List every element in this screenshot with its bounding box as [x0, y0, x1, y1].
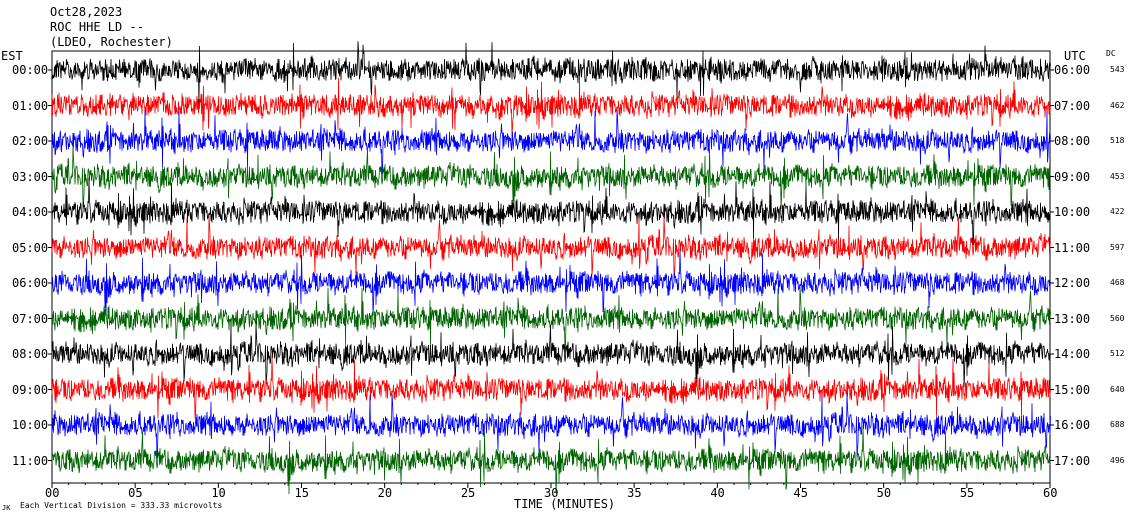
dc-axis-label: DC — [1106, 49, 1116, 58]
dc-value: 512 — [1110, 349, 1125, 358]
dc-value: 560 — [1110, 313, 1125, 323]
est-hour-label: 09:00 — [12, 382, 49, 397]
trace-row-0400 — [51, 177, 1051, 246]
trace-row-0700 — [51, 286, 1051, 352]
est-hour-label: 01:00 — [12, 98, 49, 113]
trace-row-0600 — [51, 248, 1051, 317]
est-hour-label: 08:00 — [12, 347, 49, 361]
utc-hour-label: 16:00 — [1054, 418, 1091, 432]
trace-row-0300 — [51, 144, 1051, 211]
dc-value: 462 — [1110, 100, 1125, 110]
utc-hour-label: 09:00 — [1054, 169, 1091, 184]
date-label: Oct28,2023 — [50, 5, 123, 19]
x-tick-label: 25 — [460, 486, 476, 500]
dc-value: 597 — [1110, 242, 1125, 252]
trace-row-1000 — [51, 392, 1051, 459]
est-hour-label: 11:00 — [12, 453, 49, 468]
x-tick-label: 55 — [959, 486, 975, 500]
dc-value: 518 — [1110, 136, 1125, 145]
est-hour-label: 04:00 — [12, 205, 49, 219]
dc-value: 496 — [1110, 455, 1125, 465]
dc-value: 453 — [1110, 171, 1125, 181]
x-tick-label: 50 — [876, 486, 892, 500]
utc-hour-label: 06:00 — [1054, 63, 1091, 77]
x-tick-label: 00 — [45, 486, 60, 500]
trace-row-0000 — [51, 41, 1051, 105]
est-hour-label: 07:00 — [12, 311, 49, 326]
utc-hour-label: 13:00 — [1054, 311, 1091, 326]
trace-row-0100 — [51, 76, 1051, 137]
x-tick-label: 10 — [211, 486, 226, 500]
est-hour-label: 03:00 — [12, 169, 49, 184]
utc-axis-label: UTC — [1064, 49, 1086, 63]
utc-hour-label: 11:00 — [1054, 240, 1091, 255]
x-tick-label: 30 — [544, 486, 559, 500]
dc-value: 640 — [1110, 384, 1125, 394]
x-tick-label: 35 — [627, 486, 642, 500]
utc-hour-label: 17:00 — [1054, 453, 1091, 468]
x-tick-label: 15 — [294, 486, 309, 500]
network-label: (LDEO, Rochester) — [50, 35, 173, 49]
logo-mark: JK — [2, 504, 11, 512]
utc-hour-label: 15:00 — [1054, 382, 1091, 397]
utc-hour-label: 10:00 — [1054, 205, 1091, 219]
est-hour-label: 05:00 — [12, 240, 49, 255]
trace-row-1100 — [51, 425, 1051, 495]
x-tick-label: 60 — [1043, 486, 1058, 500]
dc-value: 543 — [1110, 65, 1125, 74]
trace-row-0200 — [51, 109, 1051, 175]
x-tick-label: 45 — [793, 486, 808, 500]
x-tick-label: 05 — [128, 486, 143, 500]
trace-row-0900 — [51, 354, 1051, 419]
est-hour-label: 02:00 — [12, 134, 49, 148]
x-tick-label: 40 — [710, 486, 725, 500]
dc-value: 468 — [1110, 278, 1125, 287]
trace-row-0800 — [51, 321, 1051, 388]
est-hour-label: 00:00 — [12, 63, 49, 77]
est-hour-label: 10:00 — [12, 418, 49, 432]
utc-hour-label: 14:00 — [1054, 347, 1091, 361]
scale-note: Each Vertical Division = 333.33 microvol… — [20, 501, 223, 510]
utc-hour-label: 07:00 — [1054, 98, 1091, 113]
trace-row-0500 — [51, 215, 1051, 281]
est-hour-label: 06:00 — [12, 276, 49, 290]
utc-hour-label: 12:00 — [1054, 276, 1091, 290]
x-tick-label: 20 — [377, 486, 393, 500]
x-axis-title: TIME (MINUTES) — [514, 497, 616, 511]
dc-value: 688 — [1110, 420, 1125, 429]
station-label: ROC HHE LD -- — [50, 20, 144, 34]
dc-value: 422 — [1110, 207, 1125, 216]
est-axis-label: EST — [1, 49, 23, 63]
utc-hour-label: 08:00 — [1054, 134, 1091, 148]
